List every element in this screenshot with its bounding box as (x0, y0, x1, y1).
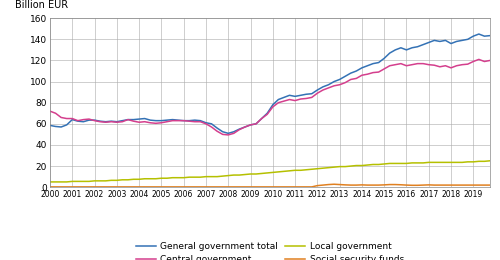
General government total (248, 123, 254, 126)
General government total (225, 132, 231, 135)
Line: General government total: General government total (50, 34, 490, 133)
Central government (336, 83, 342, 86)
Central government (225, 133, 231, 136)
Line: Local government: Local government (50, 161, 490, 182)
General government total (354, 69, 360, 73)
Local government (242, 173, 248, 176)
Local government (309, 168, 315, 171)
General government total (476, 32, 482, 36)
Social security funds (487, 184, 493, 187)
Local government (47, 180, 53, 184)
Central government (314, 92, 320, 95)
General government total (320, 85, 326, 88)
Line: Central government: Central government (50, 59, 490, 135)
Local government (314, 167, 320, 170)
Central government (442, 64, 448, 67)
Local government (331, 166, 337, 169)
Social security funds (331, 183, 337, 186)
Central government (320, 88, 326, 92)
General government total (336, 78, 342, 81)
Central government (354, 77, 360, 80)
General government total (47, 124, 53, 127)
Social security funds (354, 184, 360, 187)
General government total (442, 39, 448, 42)
Central government (476, 58, 482, 61)
Y-axis label: Billion EUR: Billion EUR (15, 0, 68, 10)
Local government (437, 161, 443, 164)
Social security funds (242, 185, 248, 188)
Social security funds (442, 184, 448, 187)
General government total (487, 34, 493, 37)
General government total (314, 88, 320, 92)
Local government (348, 165, 354, 168)
Central government (487, 59, 493, 62)
Central government (47, 109, 53, 113)
Line: Social security funds: Social security funds (50, 184, 490, 187)
Social security funds (47, 185, 53, 188)
Legend: General government total, Central government, Local government, Social security : General government total, Central govern… (133, 239, 407, 260)
Social security funds (336, 183, 342, 186)
Local government (487, 159, 493, 162)
Social security funds (309, 185, 315, 188)
Social security funds (314, 184, 320, 187)
Central government (248, 123, 254, 126)
